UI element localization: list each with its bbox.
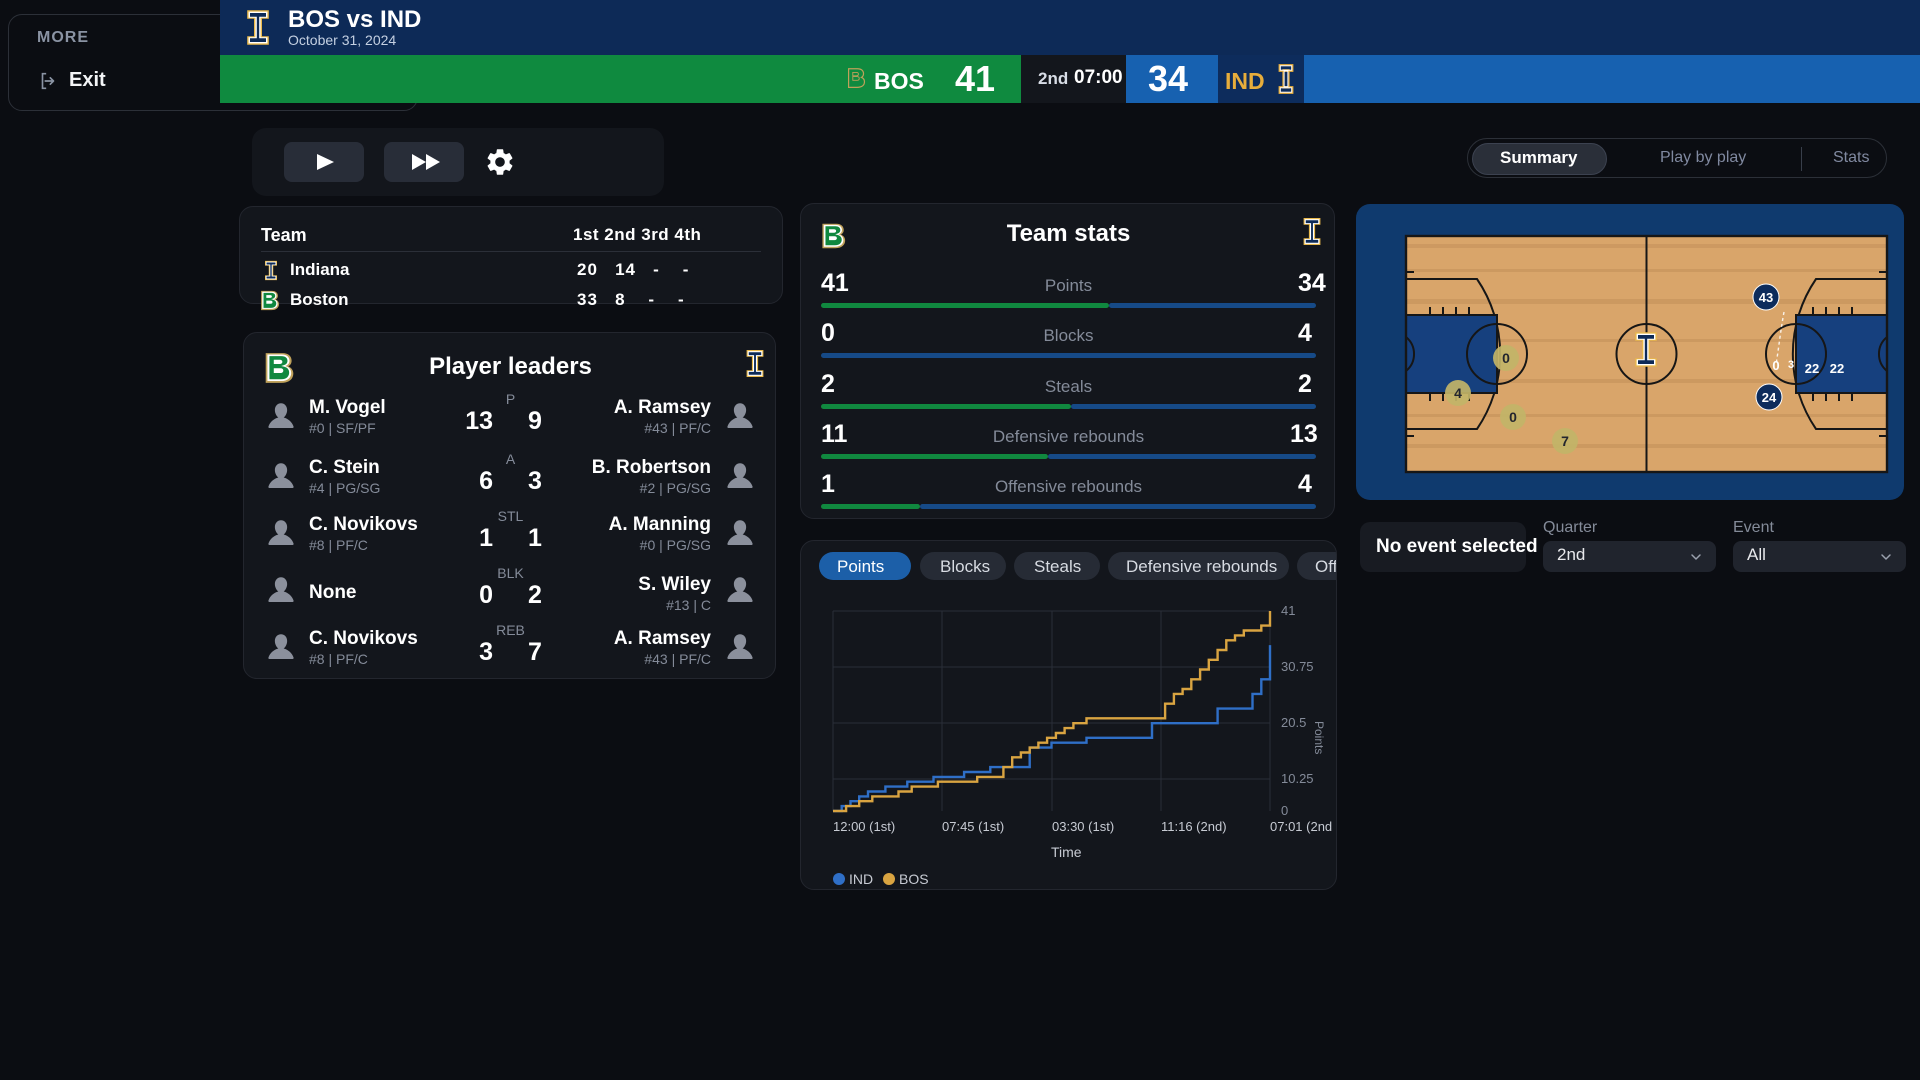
svg-text:24: 24 — [1762, 390, 1777, 405]
svg-text:Points: Points — [1312, 721, 1326, 754]
svg-text:03:30 (1st): 03:30 (1st) — [1052, 819, 1114, 834]
svg-text:10.25: 10.25 — [1281, 771, 1314, 786]
svg-text:BOS: BOS — [899, 871, 929, 887]
svg-text:0: 0 — [1502, 350, 1510, 366]
svg-text:0: 0 — [1281, 803, 1288, 818]
svg-text:07:01 (2nd: 07:01 (2nd — [1270, 819, 1332, 834]
svg-text:11:16 (2nd): 11:16 (2nd) — [1161, 819, 1227, 834]
svg-text:Time: Time — [1051, 844, 1082, 860]
svg-text:22: 22 — [1805, 361, 1819, 376]
svg-text:4: 4 — [1454, 385, 1462, 401]
svg-text:30.75: 30.75 — [1281, 659, 1314, 674]
svg-text:7: 7 — [1561, 433, 1569, 449]
svg-text:22: 22 — [1830, 361, 1844, 376]
svg-text:0: 0 — [1509, 409, 1517, 425]
svg-text:20.5: 20.5 — [1281, 715, 1306, 730]
svg-text:07:45 (1st): 07:45 (1st) — [942, 819, 1004, 834]
svg-text:41: 41 — [1281, 603, 1295, 618]
svg-text:43: 43 — [1759, 290, 1773, 305]
svg-text:IND: IND — [849, 871, 873, 887]
svg-text:3: 3 — [1788, 359, 1794, 371]
svg-text:12:00 (1st): 12:00 (1st) — [833, 819, 895, 834]
